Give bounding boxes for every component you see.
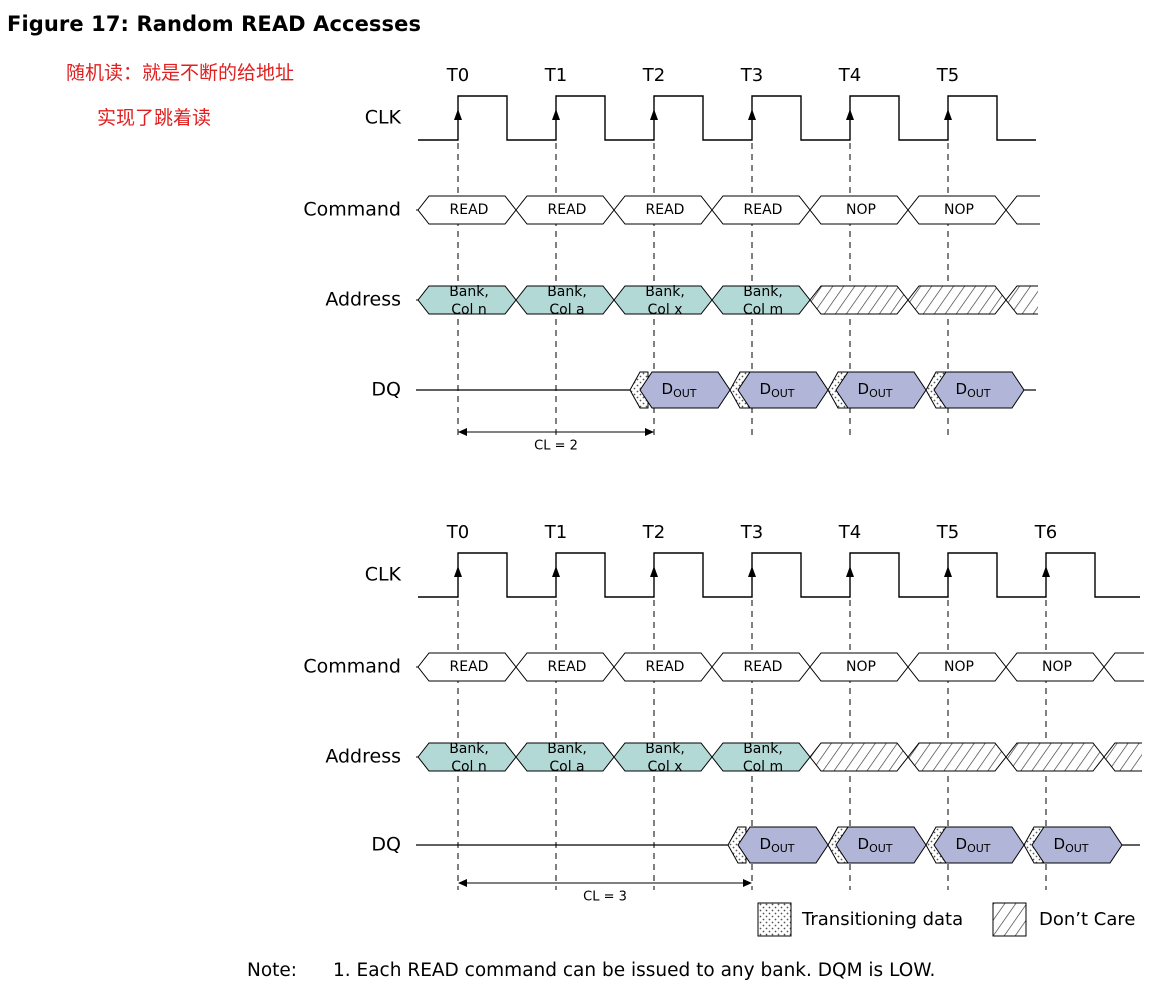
address-trailing-outline bbox=[1005, 285, 1038, 315]
clock-label-t5: T5 bbox=[936, 522, 959, 543]
address-col-label: Col m bbox=[743, 759, 783, 775]
address-col-label: Col a bbox=[549, 759, 584, 775]
address-col-label: Col n bbox=[451, 302, 487, 318]
address-bank-label: Bank, bbox=[449, 284, 489, 300]
note-text: 1. Each READ command can be issued to an… bbox=[333, 960, 936, 981]
address-col-label: Col m bbox=[743, 302, 783, 318]
signal-label-address: Address bbox=[325, 289, 401, 311]
signal-label-clk: CLK bbox=[365, 107, 402, 129]
command-label: NOP bbox=[846, 659, 876, 675]
legend-dont-care-label: Don’t Care bbox=[1039, 909, 1135, 930]
legend-transitioning-swatch bbox=[757, 902, 792, 937]
clk-rising-edge-arrow bbox=[846, 109, 854, 120]
clk-rising-edge-arrow bbox=[748, 109, 756, 120]
clk-rising-edge-arrow bbox=[650, 109, 658, 120]
command-label: READ bbox=[744, 659, 783, 675]
signal-label-clk: CLK bbox=[365, 564, 402, 586]
command-label: READ bbox=[548, 659, 587, 675]
cl-label: CL = 3 bbox=[583, 890, 627, 905]
clock-label-t2: T2 bbox=[642, 65, 665, 86]
clk-rising-edge-arrow bbox=[454, 566, 462, 577]
clock-label-t1: T1 bbox=[544, 65, 567, 86]
clock-label-t5: T5 bbox=[936, 65, 959, 86]
command-label: NOP bbox=[846, 202, 876, 218]
address-dont-care-slot bbox=[809, 285, 909, 315]
address-trailing-dont-care bbox=[1006, 286, 1038, 314]
signal-label-command: Command bbox=[303, 656, 401, 678]
address-dont-care-slot bbox=[1005, 742, 1105, 772]
cl-arrow-left-head bbox=[458, 879, 467, 887]
clock-label-t1: T1 bbox=[544, 522, 567, 543]
legend-dont-care-swatch bbox=[992, 902, 1027, 937]
address-bank-label: Bank, bbox=[645, 741, 685, 757]
command-trailing-slot bbox=[1103, 652, 1144, 682]
address-dont-care-slot bbox=[907, 742, 1007, 772]
command-label: READ bbox=[646, 659, 685, 675]
clk-rising-edge-arrow bbox=[846, 566, 854, 577]
legend-transitioning-label: Transitioning data bbox=[801, 909, 963, 930]
command-label: READ bbox=[450, 202, 489, 218]
address-dont-care-slot bbox=[907, 285, 1007, 315]
command-label: NOP bbox=[944, 659, 974, 675]
legend: Transitioning data Don’t Care bbox=[757, 902, 1135, 937]
clk-rising-edge-arrow bbox=[552, 109, 560, 120]
command-label: NOP bbox=[1042, 659, 1072, 675]
annotation-line-2: 实现了跳着读 bbox=[97, 107, 212, 129]
clk-rising-edge-arrow bbox=[1042, 566, 1050, 577]
clock-label-t6: T6 bbox=[1034, 522, 1057, 543]
address-dont-care-slot bbox=[809, 742, 909, 772]
cl-arrow-left-head bbox=[458, 428, 467, 436]
address-bank-label: Bank, bbox=[743, 741, 783, 757]
figure-title: Figure 17: Random READ Accesses bbox=[7, 12, 422, 36]
address-bank-label: Bank, bbox=[547, 284, 587, 300]
signal-label-address: Address bbox=[325, 746, 401, 768]
clock-label-t4: T4 bbox=[838, 522, 861, 543]
address-trailing-outline bbox=[1103, 742, 1142, 772]
address-col-label: Col x bbox=[648, 759, 683, 775]
clock-label-t0: T0 bbox=[446, 65, 469, 86]
annotation-line-1: 随机读：就是不断的给地址 bbox=[66, 62, 295, 84]
clock-label-t3: T3 bbox=[740, 522, 763, 543]
command-label: NOP bbox=[944, 202, 974, 218]
address-col-label: Col a bbox=[549, 302, 584, 318]
clk-rising-edge-arrow bbox=[552, 566, 560, 577]
command-label: READ bbox=[646, 202, 685, 218]
address-col-label: Col n bbox=[451, 759, 487, 775]
clock-label-t0: T0 bbox=[446, 522, 469, 543]
clk-rising-edge-arrow bbox=[944, 109, 952, 120]
command-label: READ bbox=[744, 202, 783, 218]
clk-rising-edge-arrow bbox=[650, 566, 658, 577]
cl-arrow-right-head bbox=[743, 879, 752, 887]
clock-label-t4: T4 bbox=[838, 65, 861, 86]
note-label: Note: bbox=[247, 960, 298, 981]
timing-diagram-2: CLK Command Address DQ T0 T1 T2 T3 T4 T5 T6 READ REA… bbox=[303, 522, 1144, 905]
command-label: READ bbox=[450, 659, 489, 675]
address-col-label: Col x bbox=[648, 302, 683, 318]
address-bank-label: Bank, bbox=[743, 284, 783, 300]
clk-rising-edge-arrow bbox=[748, 566, 756, 577]
clk-rising-edge-arrow bbox=[454, 109, 462, 120]
address-trailing-dont-care bbox=[1104, 743, 1142, 771]
dq-dout-label: DOUT bbox=[956, 380, 991, 400]
command-trailing-slot bbox=[1005, 195, 1040, 225]
clk-waveform bbox=[418, 95, 1036, 141]
signal-label-dq: DQ bbox=[371, 379, 401, 401]
timing-diagram-1: CLK Command Address DQ T0 T1 T2 T3 T4 T5 READ READ R… bbox=[303, 65, 1040, 454]
note: Note: 1. Each READ command can be issued… bbox=[247, 960, 935, 981]
cl-label: CL = 2 bbox=[534, 439, 578, 454]
address-bank-label: Bank, bbox=[449, 741, 489, 757]
signal-label-dq: DQ bbox=[371, 834, 401, 856]
address-bank-label: Bank, bbox=[547, 741, 587, 757]
clock-label-t3: T3 bbox=[740, 65, 763, 86]
clk-rising-edge-arrow bbox=[944, 566, 952, 577]
clock-label-t2: T2 bbox=[642, 522, 665, 543]
command-label: READ bbox=[548, 202, 587, 218]
clk-waveform bbox=[418, 552, 1140, 598]
cl-arrow-right-head bbox=[645, 428, 654, 436]
address-bank-label: Bank, bbox=[645, 284, 685, 300]
signal-label-command: Command bbox=[303, 199, 401, 221]
